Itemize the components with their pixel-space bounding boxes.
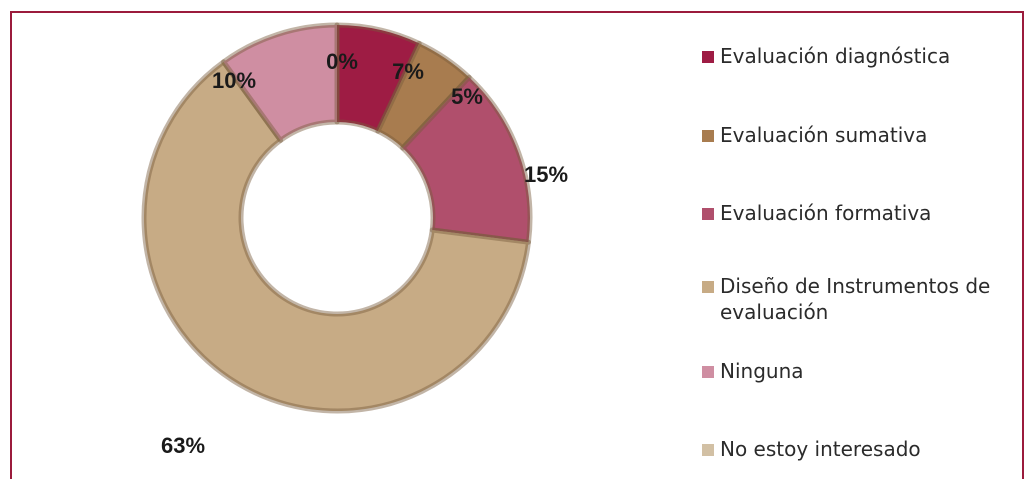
legend-swatch-diagnostica — [702, 51, 714, 63]
legend-label-ninguna: Ninguna — [720, 359, 804, 383]
data-label-diseno: 63% — [161, 433, 205, 458]
donut-chart: 0% 7% 5% 15% 63% 10% — [141, 22, 568, 458]
slice-formativa — [400, 74, 533, 245]
slice-ninguna — [221, 22, 340, 143]
legend-item-ninguna: Ninguna — [702, 358, 804, 384]
legend-item-diagnostica: Evaluación diagnóstica — [702, 43, 950, 69]
legend-label-diseno: Diseño de Instrumentos de evaluación — [720, 273, 990, 325]
chart-frame: 0% 7% 5% 15% 63% 10% Evaluación diagnóstica E… — [10, 11, 1024, 479]
legend-swatch-no-interesado — [702, 444, 714, 456]
legend-swatch-sumativa — [702, 130, 714, 142]
legend-label-diseno-line1: Diseño de Instrumentos de — [720, 274, 991, 298]
data-label-no-interesado: 0% — [326, 49, 358, 74]
legend-swatch-ninguna — [702, 366, 714, 378]
data-label-diagnostica: 7% — [392, 59, 424, 84]
legend-label-diagnostica: Evaluación diagnóstica — [720, 44, 951, 68]
legend-swatch-formativa — [702, 208, 714, 220]
data-label-formativa: 15% — [524, 162, 568, 187]
legend-label-sumativa: Evaluación sumativa — [720, 123, 928, 147]
legend-label-no-interesado: No estoy interesado — [720, 437, 921, 461]
legend-item-formativa: Evaluación formativa — [702, 200, 931, 226]
legend-label-formativa: Evaluación formativa — [720, 201, 932, 225]
legend-item-no-interesado: No estoy interesado — [702, 436, 921, 462]
data-label-sumativa: 5% — [451, 84, 483, 109]
legend-item-diseno: Diseño de Instrumentos de evaluación — [702, 273, 990, 325]
legend-label-diseno-line2: evaluación — [720, 300, 829, 324]
slice-sumativa — [375, 40, 472, 151]
legend-item-sumativa: Evaluación sumativa — [702, 122, 927, 148]
slice-diseno — [141, 59, 531, 414]
slice-diagnostica — [334, 22, 422, 134]
legend-swatch-diseno — [702, 281, 714, 293]
data-label-ninguna: 10% — [212, 68, 256, 93]
